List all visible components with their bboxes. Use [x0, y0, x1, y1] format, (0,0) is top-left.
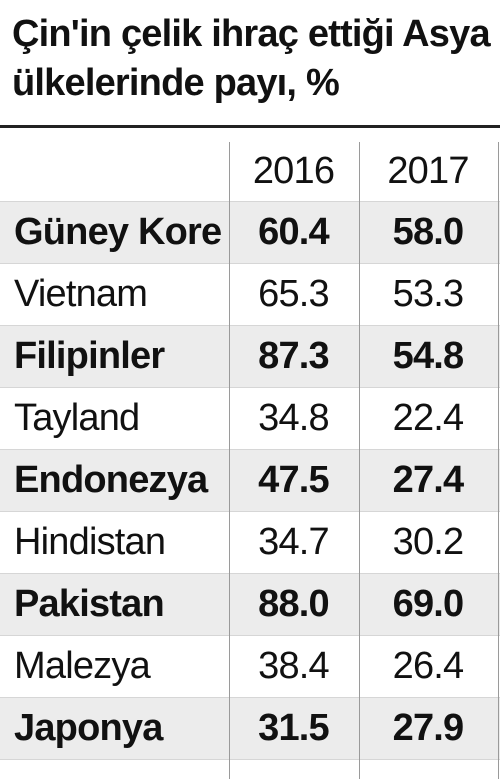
value-2017: 54.8 [392, 335, 465, 377]
table-row: Malezya 38.4 26.4 [0, 636, 500, 698]
country-name: Malezya [14, 645, 151, 687]
value-2016: 34.7 [258, 521, 330, 563]
country-name: Hindistan [14, 521, 166, 563]
value-2017: 53.3 [392, 273, 465, 315]
column-divider [359, 142, 360, 779]
value-2017: 26.4 [392, 645, 465, 687]
value-2017: 30.2 [392, 521, 465, 563]
value-2016: 47.5 [258, 459, 330, 501]
value-2016: 87.3 [258, 335, 330, 377]
table-row: Tayland 34.8 22.4 [0, 388, 500, 450]
header-country-cell [14, 142, 228, 201]
country-name: Güney Kore [14, 211, 222, 253]
table-row: Japonya 31.5 27.9 [0, 698, 500, 760]
country-name: Tayland [14, 397, 140, 439]
table-row: Endonezya 47.5 27.4 [0, 450, 500, 512]
header-year-2017: 2017 [387, 150, 469, 192]
header-year-2016: 2016 [252, 150, 335, 192]
country-name: Filipinler [14, 335, 165, 377]
table-row: Güney Kore 60.4 58.0 [0, 202, 500, 264]
value-2016: 88.0 [258, 583, 330, 625]
table-row: Vietnam 65.3 53.3 [0, 264, 500, 326]
value-2016: 60.4 [258, 211, 330, 253]
table-row: Filipinler 87.3 54.8 [0, 326, 500, 388]
value-2016: 34.8 [258, 397, 330, 439]
table-row: Pakistan 88.0 69.0 [0, 574, 500, 636]
chart-title: Çin'in çelik ihraç ettiği Asya ülkelerin… [12, 13, 491, 104]
table-row: Hindistan 34.7 30.2 [0, 512, 500, 574]
country-name: Endonezya [14, 459, 208, 501]
value-2016: 38.4 [258, 645, 330, 687]
country-name: Japonya [14, 707, 163, 749]
data-table: 2016 2017 Güney Kore 60.4 58.0 Vietnam 6… [0, 142, 500, 760]
value-2017: 69.0 [392, 583, 465, 625]
value-2017: 22.4 [392, 397, 465, 439]
value-2017: 27.4 [392, 459, 465, 501]
column-divider [229, 142, 230, 779]
value-2017: 27.9 [392, 707, 465, 749]
country-name: Vietnam [14, 273, 148, 315]
title-divider [0, 125, 500, 128]
value-2016: 31.5 [258, 707, 330, 749]
value-2017: 58.0 [392, 211, 465, 253]
value-2016: 65.3 [258, 273, 330, 315]
column-divider [498, 142, 499, 779]
country-name: Pakistan [14, 583, 165, 625]
table-header-row: 2016 2017 [0, 142, 500, 202]
